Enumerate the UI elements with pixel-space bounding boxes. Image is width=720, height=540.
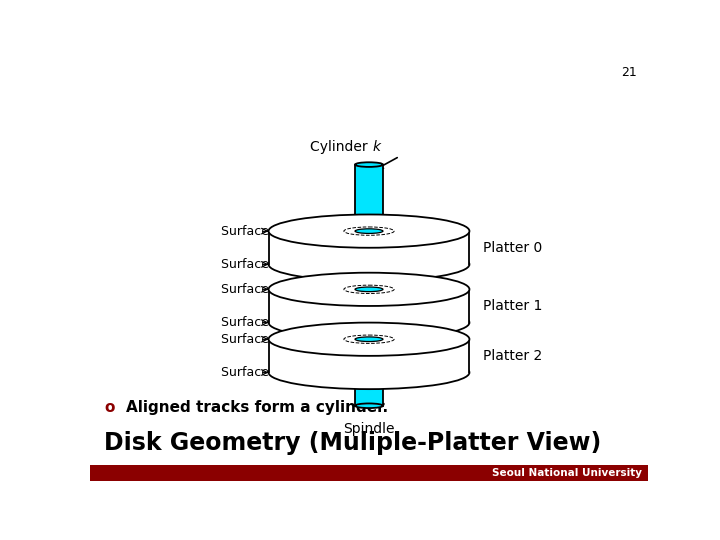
- Ellipse shape: [269, 214, 469, 248]
- Text: Surface 2: Surface 2: [221, 283, 281, 296]
- Text: Surface 0: Surface 0: [221, 225, 281, 238]
- Text: o: o: [104, 400, 114, 415]
- Ellipse shape: [355, 229, 383, 233]
- Ellipse shape: [355, 337, 383, 341]
- Bar: [269, 231, 469, 265]
- Text: Platter 1: Platter 1: [483, 299, 543, 313]
- Text: Surface 3: Surface 3: [221, 316, 281, 329]
- Ellipse shape: [269, 273, 469, 306]
- Ellipse shape: [269, 356, 469, 389]
- Text: Surface 1: Surface 1: [221, 258, 281, 271]
- Text: Platter 0: Platter 0: [483, 241, 543, 255]
- Bar: [269, 289, 469, 322]
- Text: k: k: [372, 140, 380, 154]
- Text: Seoul National University: Seoul National University: [492, 468, 642, 478]
- Bar: [90, 465, 648, 481]
- Ellipse shape: [269, 248, 469, 281]
- Text: Cylinder: Cylinder: [310, 140, 372, 154]
- Ellipse shape: [355, 403, 383, 408]
- Text: Platter 2: Platter 2: [483, 349, 543, 363]
- Text: Aligned tracks form a cylinder.: Aligned tracks form a cylinder.: [126, 400, 388, 415]
- Text: Disk Geometry (Muliple-Platter View): Disk Geometry (Muliple-Platter View): [104, 431, 601, 455]
- Text: 21: 21: [621, 66, 637, 79]
- Bar: [355, 165, 383, 406]
- Ellipse shape: [269, 322, 469, 356]
- Bar: [269, 339, 469, 373]
- Text: Surface 5: Surface 5: [221, 366, 281, 379]
- Ellipse shape: [355, 163, 383, 167]
- Ellipse shape: [269, 306, 469, 339]
- Text: Spindle: Spindle: [343, 422, 395, 436]
- Text: Surface 4: Surface 4: [221, 333, 281, 346]
- Ellipse shape: [355, 287, 383, 292]
